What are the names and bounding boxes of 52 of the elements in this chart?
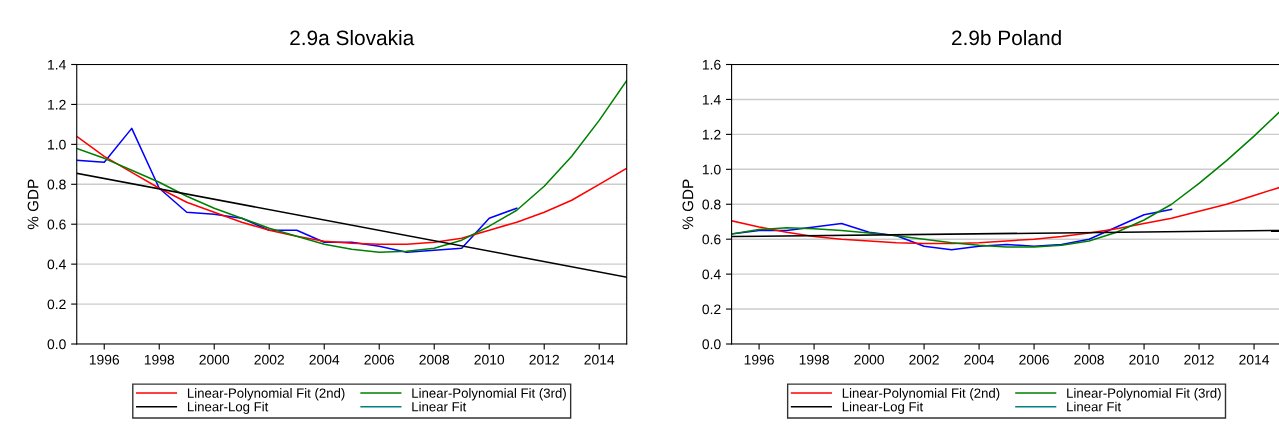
x-tick-label: 2008 (1074, 354, 1104, 365)
y-tick-label: 1.0 (702, 164, 721, 175)
x-tick-label: 2012 (529, 354, 559, 365)
x-tick-label: 1998 (799, 354, 829, 365)
y-tick-label: 1.4 (48, 59, 66, 70)
y-axis-title: % GDP (27, 179, 39, 230)
x-tick-label: 2010 (1129, 354, 1159, 365)
x-tick-label: 1998 (144, 354, 175, 365)
y-tick-label: 1.0 (48, 139, 66, 150)
y-tick-label: 0.0 (47, 339, 66, 350)
x-tick-label: 2010 (474, 354, 505, 365)
x-tick-label: 1996 (89, 354, 120, 365)
line-series (76, 127, 518, 253)
y-tick-label: 1.4 (702, 94, 721, 105)
legend-label: Linear-Polynomial Fit (2nd) (187, 388, 345, 401)
x-tick-label: 2000 (854, 354, 884, 365)
legend-label: Linear-Polynomial Fit (3rd) (412, 388, 566, 401)
legend-label: Linear Fit (1067, 401, 1121, 412)
y-tick-label: 0.2 (702, 304, 721, 315)
x-tick-label: 2004 (964, 354, 995, 365)
y-tick-label: 0.8 (47, 179, 66, 190)
x-tick-label: 2004 (309, 354, 340, 365)
chart-title: 2.9a Slovakia (290, 29, 415, 46)
line-series (76, 79, 627, 253)
legend-label: Linear-Log Fit (187, 401, 269, 415)
y-axis-title: % GDP (682, 179, 694, 230)
y-tick-label: 0.4 (702, 269, 721, 280)
y-tick-label: 0.2 (47, 299, 66, 310)
x-tick-label: 2006 (1019, 354, 1049, 365)
x-tick-label: 2000 (199, 354, 230, 365)
line-series (76, 135, 627, 245)
y-tick-label: 0.0 (702, 339, 721, 350)
chart-title: 2.9b Poland (952, 29, 1061, 46)
y-tick-label: 1.6 (702, 59, 721, 70)
legend-label: Linear Fit (412, 401, 467, 412)
x-tick-label: 2014 (584, 354, 615, 365)
legend-label: Linear-Polynomial Fit (3rd) (1067, 388, 1221, 401)
y-tick-label: 1.2 (48, 99, 66, 110)
x-tick-label: 1996 (744, 354, 774, 365)
x-tick-label: 2014 (1239, 354, 1270, 365)
x-tick-label: 2002 (254, 354, 284, 365)
x-tick-label: 2006 (364, 354, 395, 365)
y-tick-label: 1.2 (702, 129, 721, 140)
legend-label: Linear-Log Fit (842, 401, 924, 415)
y-tick-label: 0.8 (702, 199, 721, 210)
x-tick-label: 2008 (419, 354, 450, 365)
x-tick-label: 2012 (1184, 354, 1214, 365)
y-tick-label: 0.6 (702, 234, 721, 245)
y-tick-label: 0.6 (47, 219, 66, 230)
x-tick-label: 2002 (909, 354, 939, 365)
y-tick-label: 0.4 (47, 259, 66, 270)
legend-label: Linear-Polynomial Fit (2nd) (842, 388, 1000, 401)
